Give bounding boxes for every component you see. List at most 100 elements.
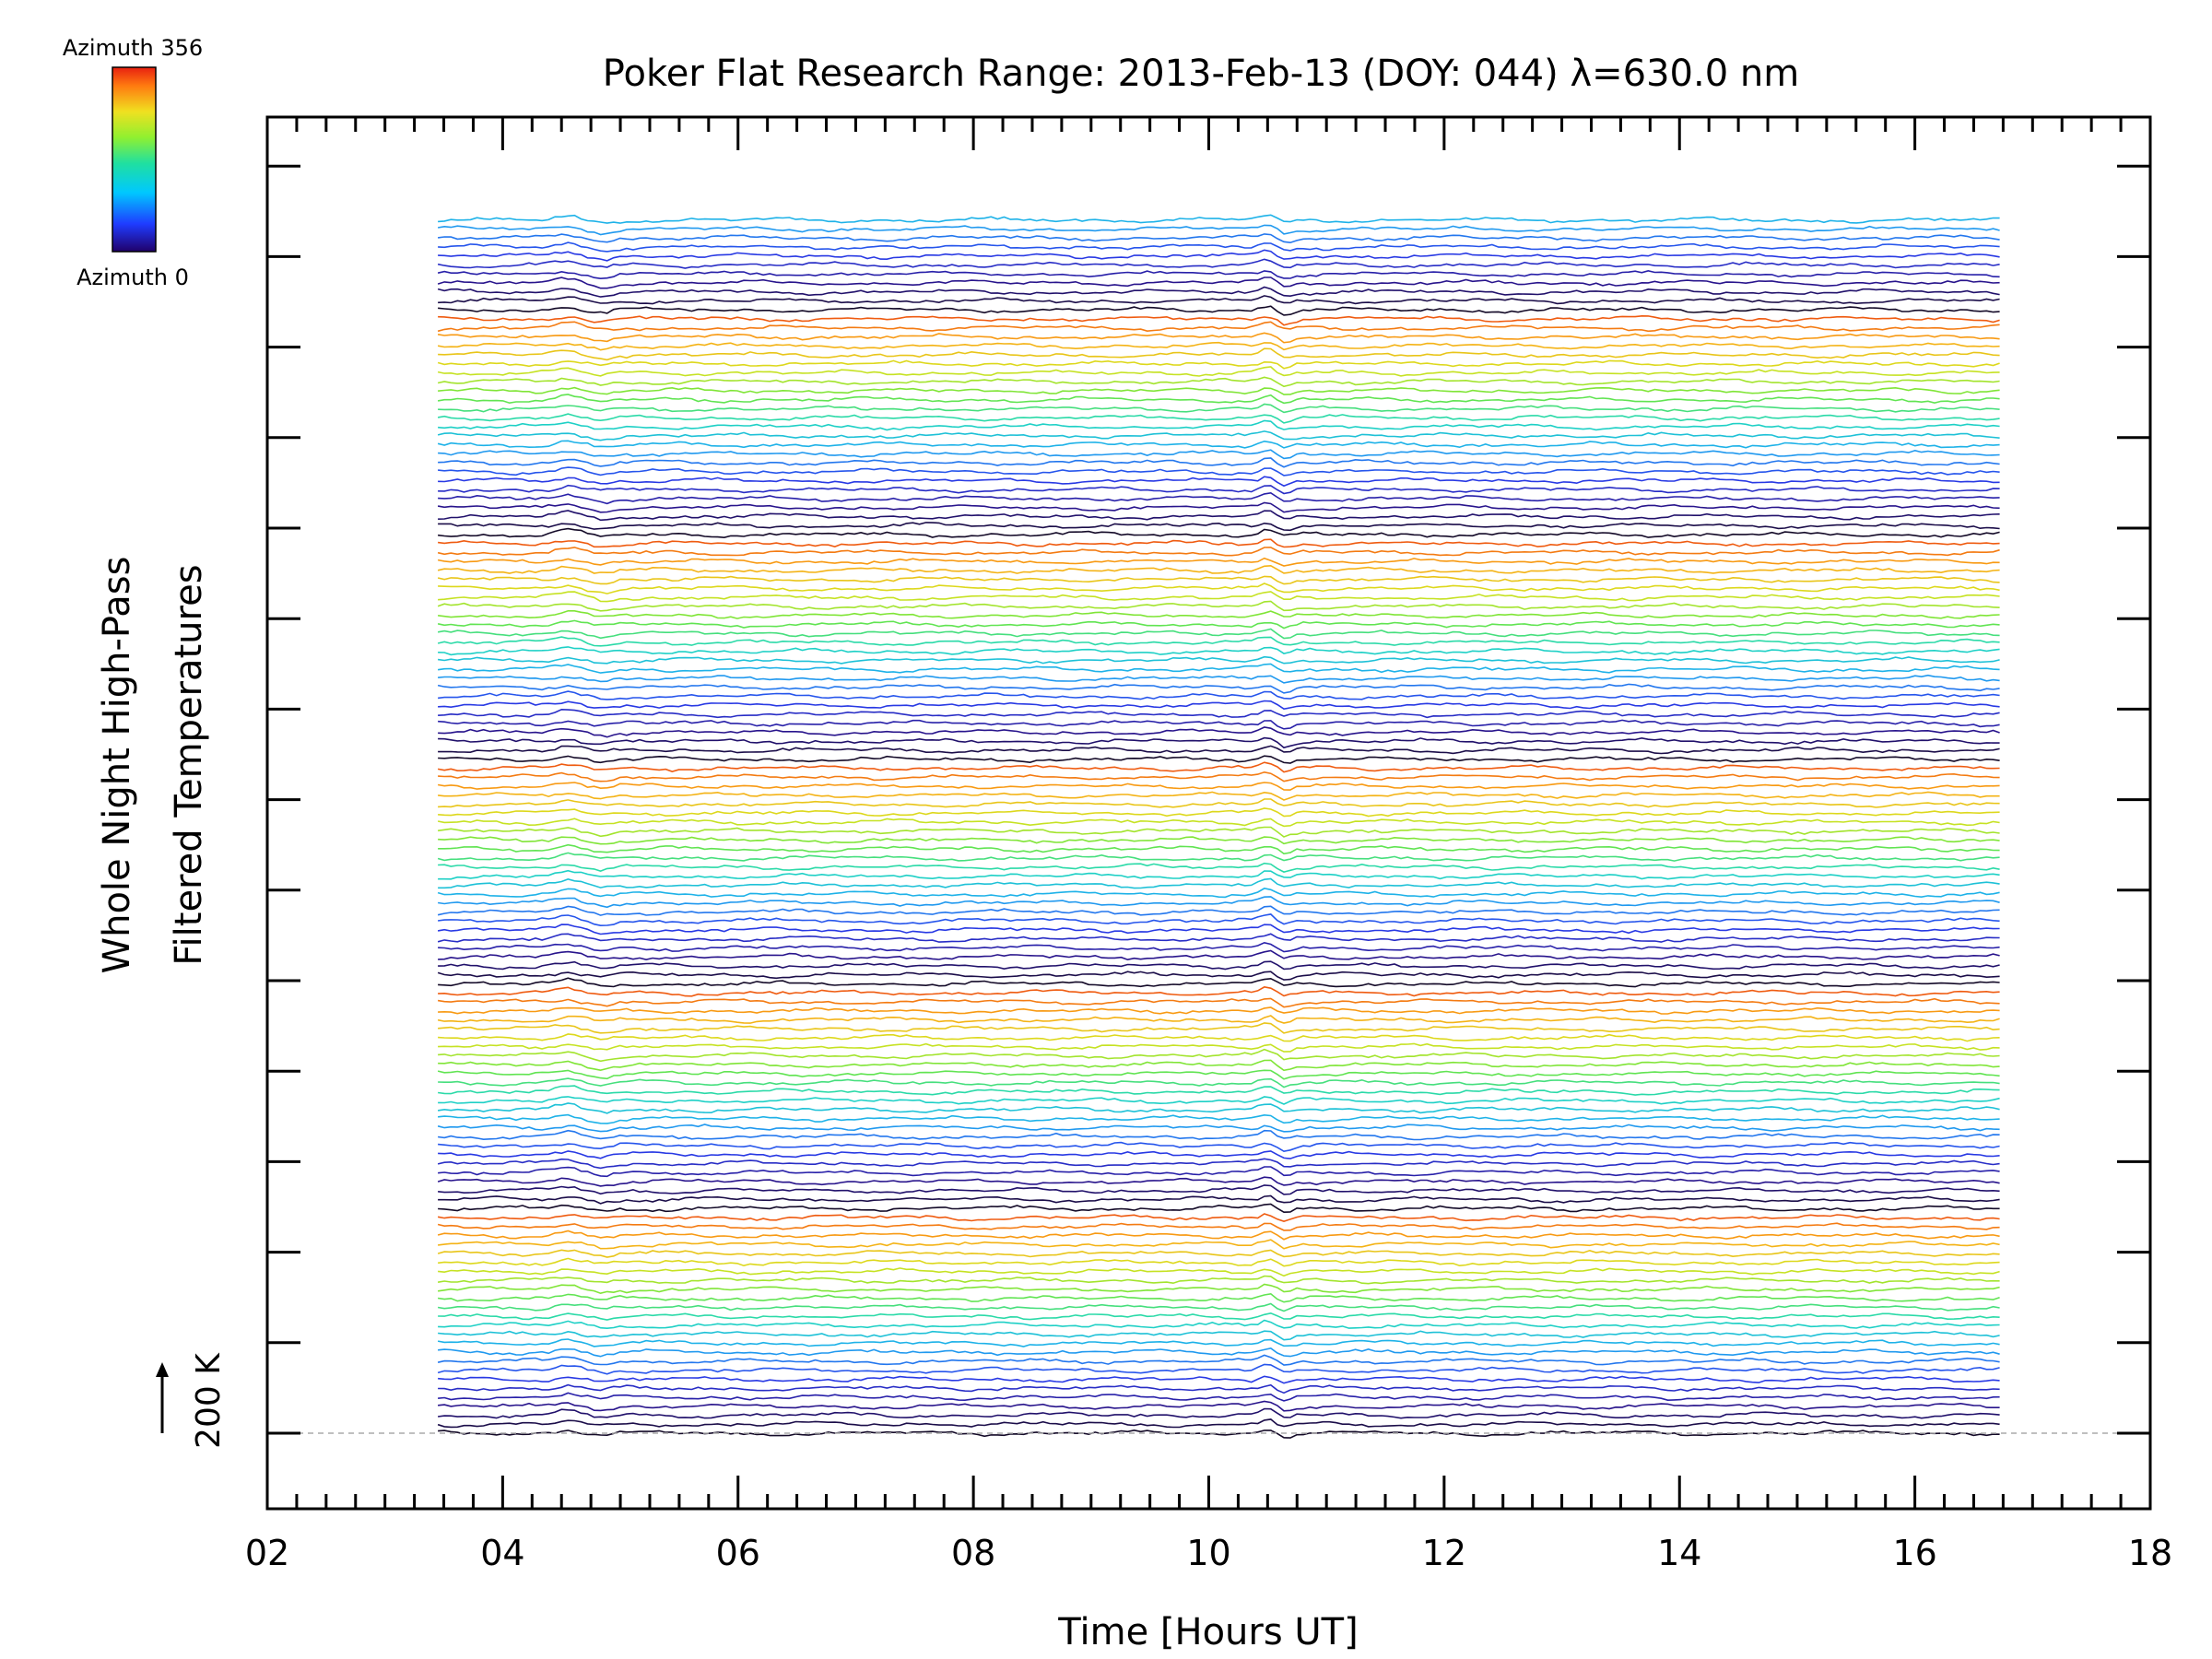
series-line [438,690,2000,700]
series-line [437,286,2000,298]
series-line [437,233,2000,244]
series-line [437,258,2000,269]
series-line [438,1203,2000,1214]
series-line [438,1113,2000,1124]
series-line [437,1407,2000,1419]
series-line [438,1194,2000,1205]
series-line [438,986,2000,997]
series-line [437,1302,2000,1312]
series-line [437,905,2000,916]
x-tick-label: 02 [245,1533,289,1573]
series-line [438,484,2000,495]
series-line [438,1166,2000,1178]
series-line [437,1015,2000,1024]
x-tick-labels: 02 04 06 08 10 12 14 16 18 [245,1533,2172,1573]
colorbar-top-label: Azimuth 356 [63,35,203,61]
y-axis-label-line-1: Whole Night High-Pass [96,557,138,974]
series-line [437,1102,2000,1114]
series-line [438,1392,2000,1402]
series-line [438,708,2000,719]
x-tick-label: 16 [1892,1533,1936,1573]
series-line [438,1239,2000,1250]
series-line [438,1312,2000,1321]
series-line [438,1150,2000,1159]
series-line [437,683,2000,694]
series-line [437,332,2000,344]
x-tick-label: 04 [480,1533,524,1573]
series-line [438,403,2000,414]
series-line [438,305,2000,316]
series-line [438,1347,2000,1358]
series-line [438,1141,2000,1153]
series-line [437,888,2000,899]
x-tick-label: 12 [1422,1533,1466,1573]
series-line [438,314,2000,326]
series-line [438,726,2000,738]
series-line [438,755,2000,764]
series-line [438,1184,2000,1195]
series-line [438,700,2000,711]
series-line [437,269,2000,280]
series-line [438,877,2000,889]
series-line [438,798,2000,808]
series-line [438,386,2000,395]
series-line [437,1176,2000,1187]
series-line [438,1022,2000,1034]
series-line [437,1257,2000,1267]
series-line [437,1338,2000,1347]
series-line [437,1069,2000,1080]
series-line [438,1048,2000,1063]
series-line [438,449,2000,460]
series-line [437,547,2000,557]
series-line [438,960,2000,971]
series-line [437,628,2000,640]
series-line [438,214,2000,224]
x-tick-label: 18 [2128,1533,2172,1573]
series-line [437,276,2000,289]
series-line [437,564,2000,574]
series-line [437,852,2000,862]
x-tick-label: 14 [1657,1533,1701,1573]
series-line [437,366,2000,377]
axis-ticks [265,117,2152,1509]
series-line [438,1033,2000,1042]
series-line [438,862,2000,873]
x-tick-label: 06 [716,1533,760,1573]
series-line [437,1213,2000,1222]
series-line [437,933,2000,943]
series-line [437,501,2000,513]
series-line [438,591,2000,603]
series-line [438,1006,2000,1015]
series-line [437,1363,2000,1375]
series-line [437,1085,2000,1096]
series-line [437,818,2000,828]
series-line [438,869,2000,880]
y-axis-label-line-2: Filtered Temperatures [168,564,210,965]
series-line [437,826,2000,838]
series-line [437,1292,2000,1303]
series-line [437,557,2000,567]
series-line [438,646,2000,656]
series-line [438,1429,2000,1439]
series-line [438,1319,2000,1330]
series-line [437,321,2000,333]
series-line [437,619,2000,629]
series-line [438,1059,2000,1072]
series-line [437,1129,2000,1141]
series-line [438,807,2000,818]
series-line [438,949,2000,961]
series-line [437,913,2000,927]
series-line [437,1354,2000,1366]
scale-bar: 200 K [156,1352,228,1449]
series-line [437,610,2000,619]
series-line [437,359,2000,370]
series-line [437,1222,2000,1231]
series-line [437,413,2000,424]
series-line [437,636,2000,647]
series-line [437,655,2000,665]
series-line [438,1400,2000,1412]
series-line [438,1267,2000,1277]
series-line [438,1096,2000,1105]
series-line [438,527,2000,539]
